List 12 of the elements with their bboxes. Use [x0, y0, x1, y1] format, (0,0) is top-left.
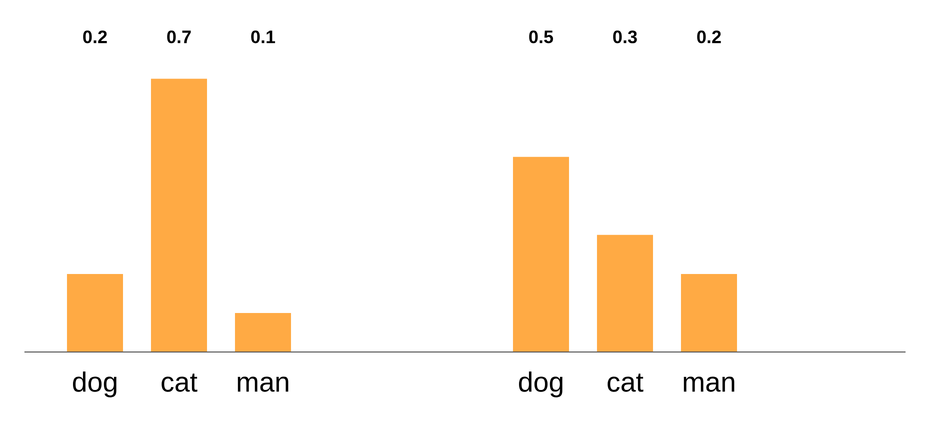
x-tick-label: man	[684, 376, 734, 392]
data-label: 0.2	[697, 30, 721, 44]
data-label: 0.3	[613, 30, 637, 44]
data-label: 0.5	[529, 30, 554, 44]
data-label: 0.7	[167, 30, 191, 44]
x-tick-label: man	[238, 376, 288, 392]
x-tick-label: dog	[518, 371, 562, 398]
data-label: 0.1	[251, 30, 276, 44]
x-tick-label: cat	[162, 374, 198, 392]
data-label: 0.2	[83, 30, 107, 44]
x-tick-label: cat	[608, 374, 644, 392]
x-tick-label: dog	[72, 371, 116, 398]
